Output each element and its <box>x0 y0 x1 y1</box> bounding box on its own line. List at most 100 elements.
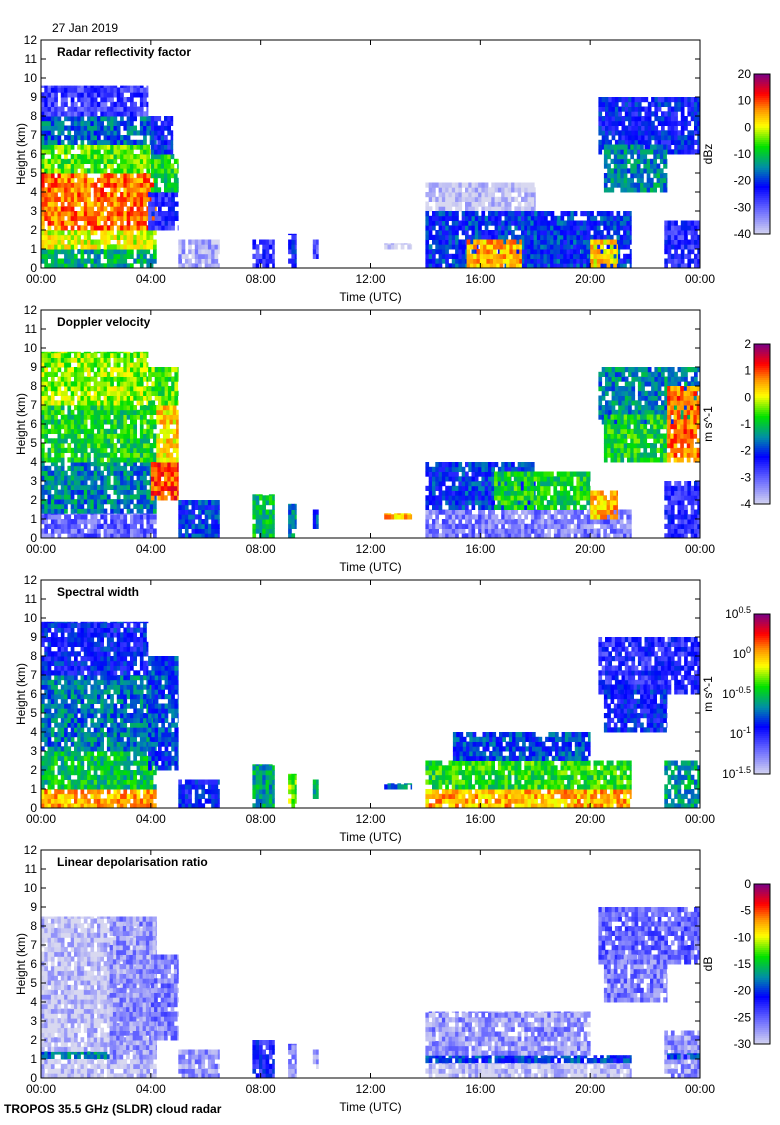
heatmap-cell <box>178 510 182 515</box>
heatmap-cell <box>130 475 134 480</box>
heatmap-cell <box>81 466 85 471</box>
heatmap-cell <box>130 240 134 245</box>
heatmap-cell <box>171 467 175 472</box>
heatmap-cell <box>71 448 75 453</box>
heatmap-cell <box>620 164 624 169</box>
heatmap-cell <box>44 235 48 240</box>
heatmap-cell <box>64 135 68 140</box>
heatmap-cell <box>211 240 215 245</box>
heatmap-cell <box>81 92 85 97</box>
heatmap-cell <box>425 211 429 216</box>
heatmap-cell <box>160 453 164 458</box>
heatmap-cell <box>140 183 144 188</box>
heatmap-cell <box>157 149 161 154</box>
heatmap-cell <box>137 400 141 405</box>
heatmap-cell <box>587 230 591 235</box>
heatmap-cell <box>266 259 270 264</box>
heatmap-cell <box>94 504 98 509</box>
heatmap-cell <box>107 352 111 353</box>
heatmap-cell <box>150 183 154 188</box>
heatmap-cell <box>104 86 108 88</box>
heatmap-cell <box>84 168 88 173</box>
heatmap-cell <box>123 377 127 382</box>
heatmap-cell <box>87 358 91 363</box>
heatmap-cell <box>164 495 168 500</box>
heatmap-cell <box>166 429 170 434</box>
heatmap-cell <box>120 429 124 434</box>
heatmap-cell <box>637 145 641 150</box>
heatmap-cell <box>478 187 482 192</box>
heatmap-cell <box>84 121 88 126</box>
heatmap-cell <box>74 126 78 131</box>
heatmap-cell <box>146 92 148 97</box>
heatmap-cell <box>496 254 500 259</box>
heatmap-cell <box>90 168 94 173</box>
heatmap-cell <box>612 97 616 102</box>
heatmap-cell <box>165 211 169 216</box>
heatmap-cell <box>100 524 104 529</box>
heatmap-cell <box>100 352 104 353</box>
heatmap-cell <box>269 254 273 259</box>
heatmap-cell <box>58 130 62 135</box>
heatmap-cell <box>137 259 141 264</box>
heatmap-cell <box>143 116 147 121</box>
heatmap-cell <box>81 88 85 93</box>
heatmap-cell <box>511 183 515 188</box>
heatmap-cell <box>90 107 94 112</box>
heatmap-cell <box>130 396 134 401</box>
heatmap-cell <box>117 524 121 529</box>
heatmap-cell <box>445 211 449 216</box>
heatmap-cell <box>84 97 88 102</box>
heatmap-cell <box>133 221 137 226</box>
heatmap-cell <box>64 352 68 353</box>
heatmap-cell <box>140 367 144 372</box>
heatmap-cell <box>550 259 554 264</box>
heatmap-cell <box>97 216 101 221</box>
heatmap-cell <box>631 140 635 145</box>
heatmap-cell <box>508 211 512 216</box>
heatmap-cell <box>161 221 165 226</box>
heatmap-cell <box>146 197 150 202</box>
heatmap-cell <box>87 159 91 164</box>
heatmap-cell <box>475 183 479 188</box>
heatmap-cell <box>81 504 85 509</box>
heatmap-cell <box>107 126 111 131</box>
heatmap-cell <box>518 225 522 230</box>
heatmap-cell <box>540 254 544 259</box>
heatmap-cell <box>74 86 78 88</box>
heatmap-cell <box>41 429 45 434</box>
x-tick-label: 16:00 <box>465 272 495 286</box>
heatmap-cell <box>195 254 199 259</box>
heatmap-cell <box>627 183 631 188</box>
heatmap-cell <box>663 164 667 169</box>
heatmap-cell <box>67 490 71 495</box>
heatmap-cell <box>508 192 512 197</box>
heatmap-cell <box>67 230 71 235</box>
heatmap-cell <box>130 410 134 415</box>
heatmap-cell <box>295 259 297 264</box>
y-tick-label: 3 <box>30 204 37 218</box>
heatmap-cell <box>481 230 485 235</box>
heatmap-cell <box>604 178 608 183</box>
heatmap-cell <box>458 240 462 245</box>
heatmap-cell <box>174 168 178 173</box>
heatmap-cell <box>678 235 682 240</box>
heatmap-cell <box>81 211 85 216</box>
heatmap-cell <box>130 367 134 372</box>
heatmap-cell <box>74 377 78 382</box>
heatmap-cell <box>256 495 260 500</box>
heatmap-cell <box>127 230 131 235</box>
heatmap-cell <box>48 178 52 183</box>
heatmap-cell <box>137 225 141 230</box>
heatmap-cell <box>110 471 114 476</box>
heatmap-cell <box>488 221 492 226</box>
heatmap-cell <box>137 386 141 391</box>
heatmap-cell <box>660 149 664 154</box>
heatmap-cell <box>586 259 590 264</box>
heatmap-cell <box>130 121 134 126</box>
heatmap-cell <box>58 504 62 509</box>
heatmap-cell <box>81 178 85 183</box>
heatmap-cell <box>154 164 158 169</box>
heatmap-cell <box>104 107 108 112</box>
